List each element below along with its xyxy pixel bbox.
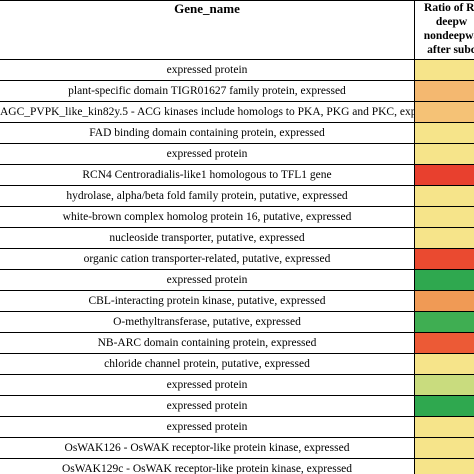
gene-name-cell: expressed protein — [0, 59, 415, 81]
gene-name-cell: OsWAK126 - OsWAK receptor-like protein k… — [0, 437, 415, 459]
table-row: nucleoside transporter, putative, expres… — [0, 227, 474, 249]
ratio-cell: 2. — [414, 143, 474, 165]
table-row: expressed protein0. — [0, 395, 474, 417]
table-row: organic cation transporter-related, puta… — [0, 248, 474, 270]
gene-name-cell: plant-specific domain TIGR01627 family p… — [0, 80, 415, 102]
table-body: expressed protein2.plant-specific domain… — [0, 59, 474, 474]
table-row: O-methyltransferase, putative, expressed… — [0, 311, 474, 333]
ratio-cell: 0. — [414, 395, 474, 417]
ratio-cell: 2. — [414, 122, 474, 144]
table-row: AGC_PVPK_like_kin82y.5 - ACG kinases inc… — [0, 101, 474, 123]
gene-name-cell: FAD binding domain containing protein, e… — [0, 122, 415, 144]
table-header-row: Gene_name Ratio of RI deepw nondeepwa af… — [0, 0, 474, 60]
table-row: plant-specific domain TIGR01627 family p… — [0, 80, 474, 102]
gene-name-cell: expressed protein — [0, 269, 415, 291]
gene-name-cell: OsWAK129c - OsWAK receptor-like protein … — [0, 458, 415, 474]
gene-name-cell: organic cation transporter-related, puta… — [0, 248, 415, 270]
gene-name-cell: white-brown complex homolog protein 16, … — [0, 206, 415, 228]
table-row: NB-ARC domain containing protein, expres… — [0, 332, 474, 354]
ratio-cell: 2. — [414, 227, 474, 249]
ratio-cell: 2. — [414, 185, 474, 207]
gene-name-cell: AGC_PVPK_like_kin82y.5 - ACG kinases inc… — [0, 101, 415, 123]
gene-name-cell: expressed protein — [0, 395, 415, 417]
table-row: expressed protein0. — [0, 269, 474, 291]
ratio-cell: 18 — [414, 332, 474, 354]
ratio-cell: 2. — [414, 458, 474, 474]
ratio-header-line: Ratio of RI — [424, 2, 474, 14]
gene-name-cell: expressed protein — [0, 374, 415, 396]
table-row: expressed protein2. — [0, 143, 474, 165]
table-row: expressed protein2. — [0, 59, 474, 81]
ratio-cell: 2. — [414, 206, 474, 228]
gene-name-header: Gene_name — [0, 0, 415, 60]
table-row: OsWAK126 - OsWAK receptor-like protein k… — [0, 437, 474, 459]
ratio-header-line: deepw — [435, 16, 468, 28]
table-row: chloride channel protein, putative, expr… — [0, 353, 474, 375]
ratio-cell: 19 — [414, 248, 474, 270]
gene-name-cell: RCN4 Centroradialis-like1 homologous to … — [0, 164, 415, 186]
table-row: RCN4 Centroradialis-like1 homologous to … — [0, 164, 474, 186]
ratio-cell: 6. — [414, 80, 474, 102]
gene-name-cell: O-methyltransferase, putative, expressed — [0, 311, 415, 333]
table-row: FAD binding domain containing protein, e… — [0, 122, 474, 144]
ratio-cell: 5. — [414, 101, 474, 123]
gene-name-cell: expressed protein — [0, 143, 415, 165]
ratio-cell: 0. — [414, 311, 474, 333]
ratio-cell: 1. — [414, 374, 474, 396]
ratio-header-line: nondeepwa — [423, 30, 474, 42]
gene-name-cell: chloride channel protein, putative, expr… — [0, 353, 415, 375]
ratio-cell: 2. — [414, 59, 474, 81]
table-row: OsWAK129c - OsWAK receptor-like protein … — [0, 458, 474, 474]
ratio-cell: 2. — [414, 353, 474, 375]
gene-name-cell: expressed protein — [0, 416, 415, 438]
ratio-cell: 10 — [414, 290, 474, 312]
ratio-cell: 20 — [414, 164, 474, 186]
gene-name-cell: CBL-interacting protein kinase, putative… — [0, 290, 415, 312]
ratio-cell: 2. — [414, 416, 474, 438]
table-row: white-brown complex homolog protein 16, … — [0, 206, 474, 228]
ratio-header-line: after subc — [427, 44, 474, 56]
table-row: CBL-interacting protein kinase, putative… — [0, 290, 474, 312]
gene-name-cell: NB-ARC domain containing protein, expres… — [0, 332, 415, 354]
ratio-cell: 0. — [414, 269, 474, 291]
ratio-header: Ratio of RI deepw nondeepwa after subc — [414, 0, 474, 60]
table-row: expressed protein2. — [0, 416, 474, 438]
gene-name-cell: nucleoside transporter, putative, expres… — [0, 227, 415, 249]
table-row: hydrolase, alpha/beta fold family protei… — [0, 185, 474, 207]
gene-name-cell: hydrolase, alpha/beta fold family protei… — [0, 185, 415, 207]
ratio-cell: 2. — [414, 437, 474, 459]
